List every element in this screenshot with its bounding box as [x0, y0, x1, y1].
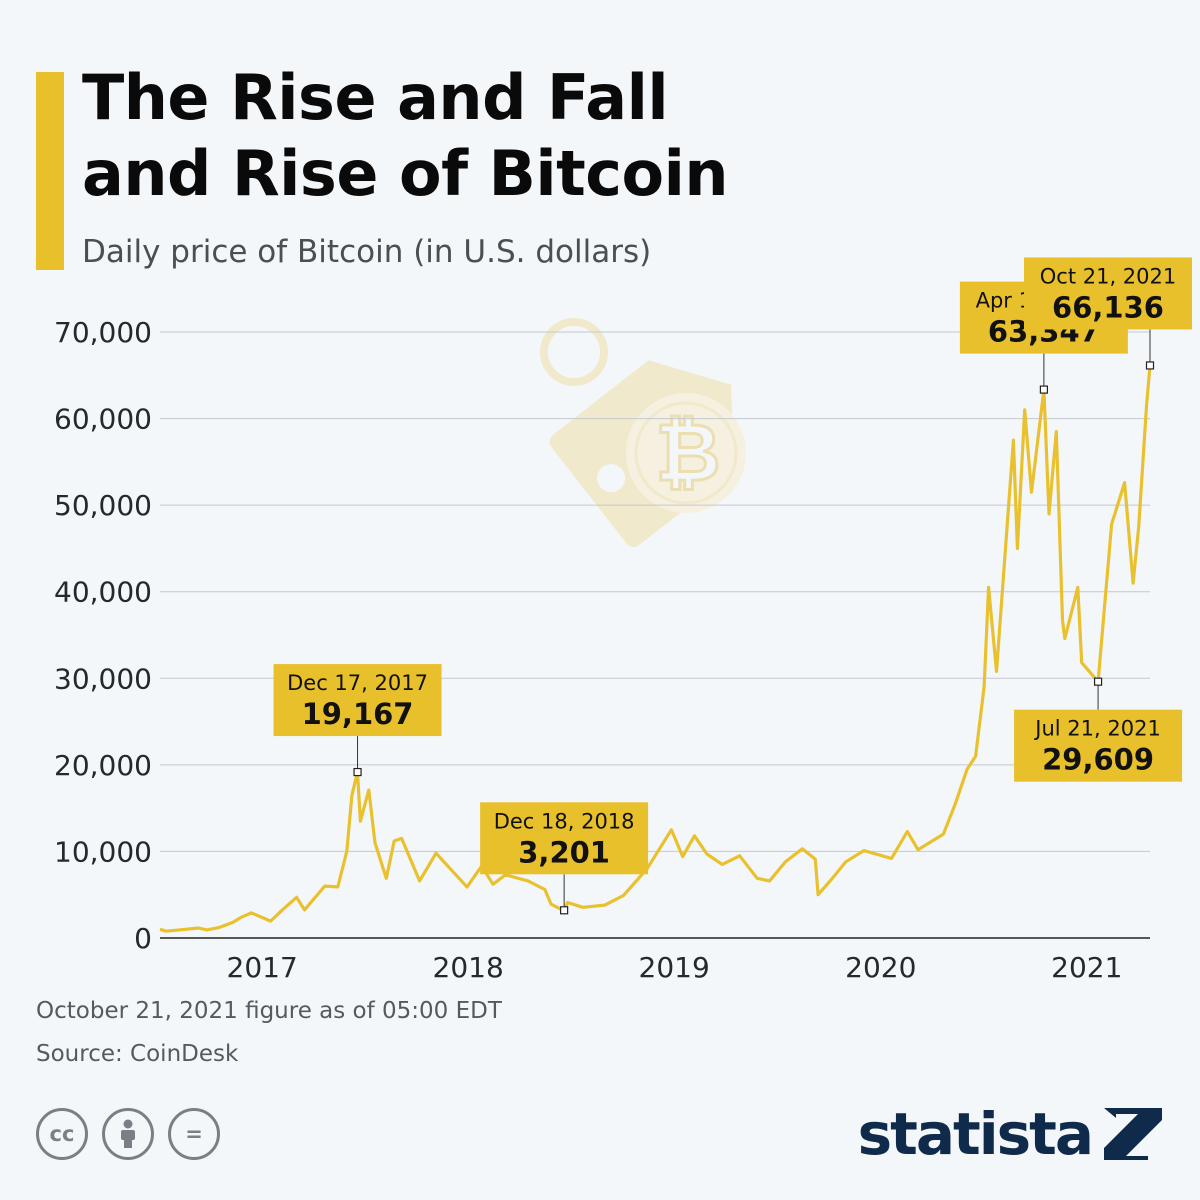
y-tick-label: 0 [134, 922, 152, 955]
annotation-box [480, 802, 649, 875]
equals-glyph: = [185, 1122, 203, 1146]
annotation-value: 19,167 [302, 697, 414, 731]
chart-title: The Rise and Fall and Rise of Bitcoin [82, 60, 729, 212]
x-tick-label: 2021 [1051, 951, 1122, 984]
y-tick-label: 20,000 [54, 749, 152, 782]
annotation-value: 29,609 [1042, 743, 1154, 777]
accent-bar [36, 72, 64, 270]
title-line-1: The Rise and Fall [82, 61, 669, 134]
annotation-date: Dec 17, 2017 [287, 671, 428, 695]
annotation-marker [353, 767, 362, 777]
tag-hole [597, 464, 626, 493]
annotation-box [1014, 709, 1183, 782]
footnote: October 21, 2021 figure as of 05:00 EDT … [36, 990, 502, 1076]
gridlines [160, 331, 1150, 939]
brand-name: statista [857, 1100, 1094, 1168]
statista-logo[interactable]: statista [858, 1100, 1164, 1168]
annotation-value: 66,136 [1052, 290, 1164, 324]
annotation-marker [1093, 677, 1103, 686]
x-tick-label: 2018 [433, 951, 504, 984]
y-tick-label: 50,000 [54, 489, 152, 522]
y-tick-label: 30,000 [54, 662, 152, 695]
tag-ring [540, 318, 608, 386]
line-chart: ₿ 0 10,000 20,000 30,000 40,000 50,000 60,000 7… [54, 257, 1192, 984]
annotation-date: Oct 21, 2021 [1040, 264, 1177, 288]
x-tick-label: 2019 [639, 951, 710, 984]
series-line-bitcoin [159, 365, 1152, 933]
cc-icon[interactable]: cc [36, 1108, 88, 1160]
license-icons: cc = [36, 1108, 220, 1160]
y-tick-label: 70,000 [54, 316, 152, 349]
x-axis: 2017 2018 2019 2020 2021 [227, 951, 1123, 984]
statista-logo-icon [1104, 1108, 1162, 1160]
bitcoin-icon: ₿ [655, 406, 720, 499]
series-bitcoin [159, 365, 1152, 933]
person-glyph [121, 1119, 135, 1148]
annotation-value: 3,201 [518, 835, 610, 869]
x-tick-label: 2020 [845, 951, 916, 984]
annotation-date: Jul 21, 2021 [1033, 717, 1161, 741]
cc-icon-text: cc [49, 1122, 75, 1146]
bitcoin-coin [626, 393, 746, 513]
annotation-box [273, 664, 442, 737]
attribution-icon[interactable] [102, 1108, 154, 1160]
y-axis: 0 10,000 20,000 30,000 40,000 50,000 60,000 70,… [54, 316, 152, 955]
figure-note: October 21, 2021 figure as of 05:00 EDT [36, 998, 502, 1024]
title-line-2: and Rise of Bitcoin [82, 137, 729, 210]
annotation-box [1024, 257, 1192, 330]
source-note: Source: CoinDesk [36, 1041, 239, 1067]
y-tick-label: 40,000 [54, 576, 152, 609]
annotation-date: Dec 18, 2018 [494, 809, 635, 833]
y-tick-label: 10,000 [54, 835, 152, 868]
annotation-marker [560, 906, 569, 915]
x-tick-label: 2017 [227, 951, 298, 984]
chart-subtitle: Daily price of Bitcoin (in U.S. dollars) [82, 234, 652, 270]
annotation-marker [1039, 385, 1048, 394]
no-derivatives-icon[interactable]: = [168, 1108, 220, 1160]
y-tick-label: 60,000 [54, 403, 152, 436]
annotation-marker [1145, 361, 1155, 370]
price-tag-illustration: ₿ [540, 318, 746, 548]
